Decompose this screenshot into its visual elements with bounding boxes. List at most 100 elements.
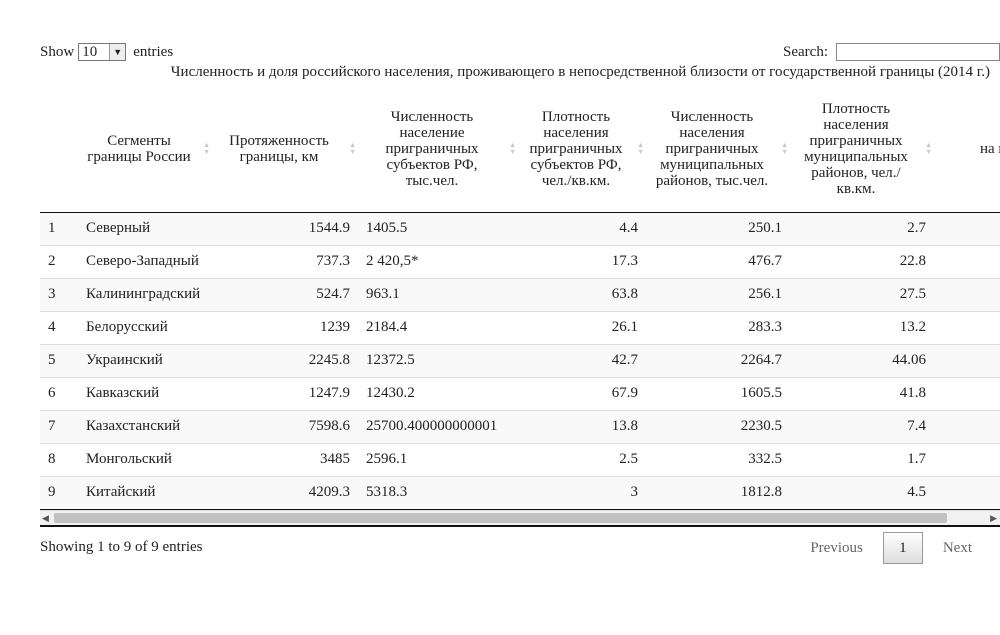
table-info: Showing 1 to 9 of 9 entries (40, 539, 203, 555)
cell-border-length: 3485 (212, 442, 358, 476)
page-1-button[interactable]: 1 (882, 532, 923, 564)
cell-district-population: 256.1 (646, 277, 790, 311)
column-header-share[interactable]: на пригра ра на субъе (934, 86, 1000, 213)
table-row: 4 Белорусский 1239 2184.4 26.1 283.3 13.2 (40, 310, 1000, 344)
cell-subject-density: 42.7 (518, 343, 646, 377)
cell-share (934, 475, 1000, 510)
scroll-left-icon[interactable]: ◀ (42, 513, 49, 523)
cell-subject-density: 67.9 (518, 376, 646, 410)
table-row: 6 Кавказский 1247.9 12430.2 67.9 1605.5 41.8 (40, 376, 1000, 410)
cell-row-index: 7 (40, 409, 78, 443)
cell-district-density: 44.06 (790, 343, 934, 377)
header-row: Сегменты границы России Протяженность гр… (40, 86, 1000, 213)
cell-district-density: 1.7 (790, 442, 934, 476)
show-label: Show (40, 43, 75, 60)
search-area: Search: (783, 42, 1000, 62)
cell-row-index: 4 (40, 310, 78, 344)
cell-district-density: 7.4 (790, 409, 934, 443)
table-caption: Численность и доля российского населения… (170, 64, 990, 80)
column-header-subject-population[interactable]: Численность население приграничных субъе… (358, 86, 518, 213)
cell-district-population: 476.7 (646, 244, 790, 278)
column-header-district-population[interactable]: Численность населения приграничных муниц… (646, 86, 790, 213)
scroll-right-icon[interactable]: ▶ (990, 513, 997, 523)
cell-segment-name: Кавказский (78, 376, 212, 410)
cell-subject-density: 3 (518, 475, 646, 510)
cell-row-index: 3 (40, 277, 78, 311)
data-table: Сегменты границы России Протяженность гр… (40, 86, 1000, 510)
cell-district-population: 2230.5 (646, 409, 790, 443)
cell-row-index: 5 (40, 343, 78, 377)
cell-share (934, 376, 1000, 410)
cell-district-density: 41.8 (790, 376, 934, 410)
search-input[interactable] (836, 43, 1000, 61)
cell-border-length: 1247.9 (212, 376, 358, 410)
cell-district-population: 332.5 (646, 442, 790, 476)
cell-border-length: 1239 (212, 310, 358, 344)
cell-segment-name: Северо-Западный (78, 244, 212, 278)
cell-district-population: 1605.5 (646, 376, 790, 410)
page-length-value: 10 (82, 44, 98, 60)
cell-subject-population: 12430.2 (358, 376, 518, 410)
search-label: Search: (783, 43, 828, 60)
next-button[interactable]: Next (942, 539, 972, 556)
cell-district-density: 27.5 (790, 277, 934, 311)
cell-border-length: 7598.6 (212, 409, 358, 443)
cell-share (934, 277, 1000, 311)
cell-share (934, 409, 1000, 443)
cell-subject-density: 63.8 (518, 277, 646, 311)
table-row: 5 Украинский 2245.8 12372.5 42.7 2264.7 44.06 (40, 343, 1000, 377)
cell-border-length: 524.7 (212, 277, 358, 311)
cell-district-population: 283.3 (646, 310, 790, 344)
cell-district-density: 2.7 (790, 212, 934, 245)
cell-subject-density: 13.8 (518, 409, 646, 443)
cell-row-index: 2 (40, 244, 78, 278)
cell-subject-population: 963.1 (358, 277, 518, 311)
chevron-down-icon[interactable]: ▼ (109, 44, 126, 60)
cell-row-index: 6 (40, 376, 78, 410)
cell-border-length: 4209.3 (212, 475, 358, 510)
cell-district-density: 22.8 (790, 244, 934, 278)
table-row: 8 Монгольский 3485 2596.1 2.5 332.5 1.7 (40, 442, 1000, 476)
cell-subject-population: 2596.1 (358, 442, 518, 476)
column-header-district-density[interactable]: Плотность населения приграничных муницип… (790, 86, 934, 213)
entries-label: entries (133, 43, 174, 60)
table-row: 3 Калининградский 524.7 963.1 63.8 256.1 27.5 (40, 277, 1000, 311)
cell-segment-name: Северный (78, 212, 212, 245)
cell-subject-population: 2 420,5* (358, 244, 518, 278)
table-row: 7 Казахстанский 7598.6 25700.400000000001 13… (40, 409, 1000, 443)
length-menu: Show 10 ▼ entries (40, 42, 173, 62)
page-length-select[interactable]: 10 ▼ (78, 43, 127, 61)
cell-subject-population: 5318.3 (358, 475, 518, 510)
cell-share (934, 343, 1000, 377)
column-header-index[interactable] (40, 86, 78, 213)
cell-subject-population: 2184.4 (358, 310, 518, 344)
cell-share (934, 310, 1000, 344)
cell-share (934, 442, 1000, 476)
cell-row-index: 9 (40, 475, 78, 510)
table-row: 9 Китайский 4209.3 5318.3 3 1812.8 4.5 (40, 475, 1000, 510)
cell-subject-density: 4.4 (518, 212, 646, 245)
cell-segment-name: Украинский (78, 343, 212, 377)
column-header-segment[interactable]: Сегменты границы России (78, 86, 212, 213)
cell-subject-population: 12372.5 (358, 343, 518, 377)
cell-segment-name: Китайский (78, 475, 212, 510)
cell-subject-density: 17.3 (518, 244, 646, 278)
cell-district-density: 13.2 (790, 310, 934, 344)
column-header-length[interactable]: Протяженность границы, км (212, 86, 358, 213)
cell-subject-population: 25700.400000000001 (358, 409, 518, 443)
column-header-subject-density[interactable]: Плотность населения приграничных субъект… (518, 86, 646, 213)
cell-subject-density: 26.1 (518, 310, 646, 344)
cell-border-length: 2245.8 (212, 343, 358, 377)
cell-share (934, 212, 1000, 245)
cell-border-length: 1544.9 (212, 212, 358, 245)
previous-button[interactable]: Previous (810, 539, 863, 556)
table-row: 1 Северный 1544.9 1405.5 4.4 250.1 2.7 (40, 212, 1000, 245)
cell-row-index: 1 (40, 212, 78, 245)
cell-segment-name: Монгольский (78, 442, 212, 476)
table-row: 2 Северо-Западный 737.3 2 420,5* 17.3 476.7 22… (40, 244, 1000, 278)
table-bottom-border (40, 525, 1000, 527)
scrollbar-thumb[interactable] (54, 513, 947, 523)
cell-district-population: 1812.8 (646, 475, 790, 510)
horizontal-scrollbar[interactable]: ◀ ▶ (40, 510, 1000, 525)
cell-district-population: 250.1 (646, 212, 790, 245)
